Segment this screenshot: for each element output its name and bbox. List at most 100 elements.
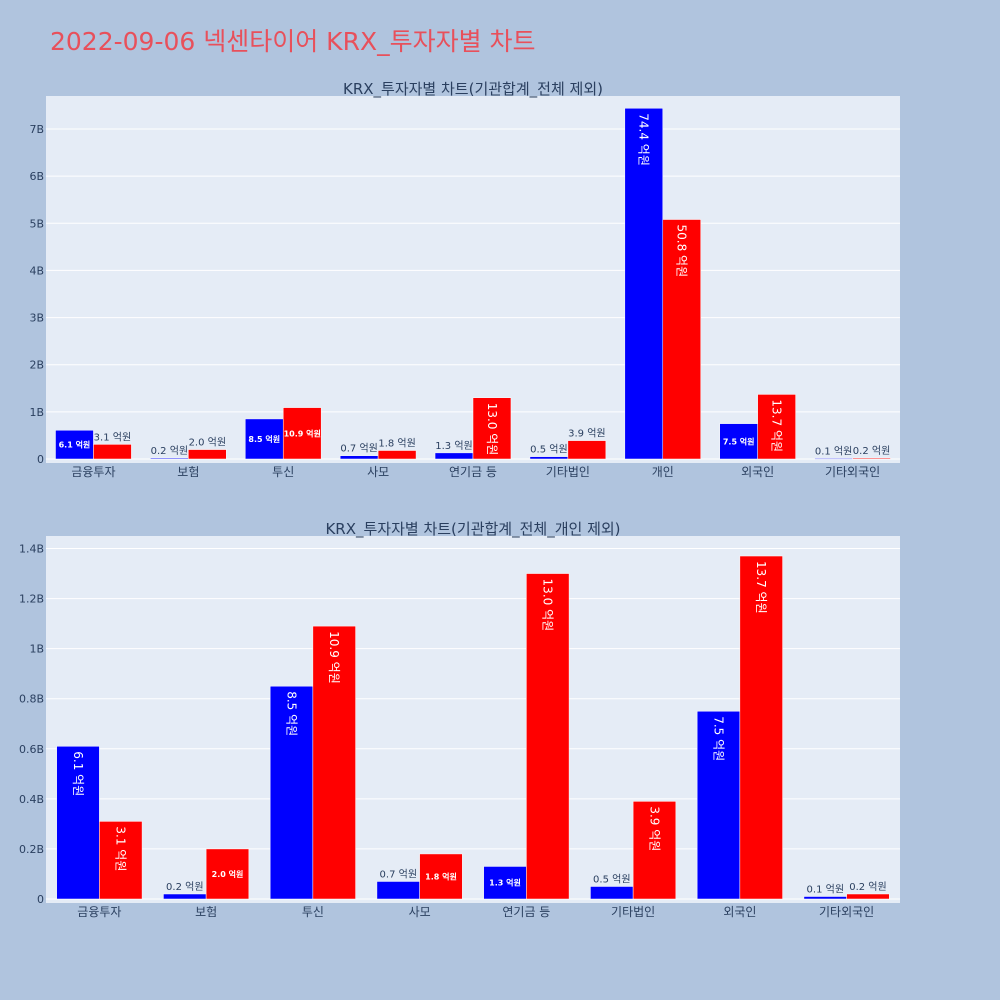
y-tick-label: 0.4B [19,793,44,806]
bar [312,625,356,900]
bar [188,449,227,460]
bar [814,458,853,460]
data-label: 0.7 억원 [340,443,377,455]
data-label: 6.1 억원 [71,751,85,796]
x-tick-label: 사모 [367,465,389,479]
data-label: 0.2 억원 [853,445,890,457]
x-tick-label: 개인 [652,465,674,479]
y-tick-label: 2B [29,359,44,372]
data-label: 2.0 억원 [212,869,244,879]
bar [662,219,701,460]
y-tick-label: 0 [37,453,44,466]
data-label: 0.7 억원 [380,868,417,880]
data-label: 13.0 억원 [541,579,555,632]
y-tick-label: 1.4B [19,543,44,556]
x-tick-label: 기타외국인 [819,905,874,919]
bar [696,710,741,900]
y-tick-label: 0 [37,893,44,906]
data-label: 13.7 억원 [754,561,768,614]
bar [163,893,207,900]
y-tick-label: 1B [29,406,44,419]
bar [757,394,796,460]
data-label: 0.1 억원 [815,446,852,458]
y-tick-label: 6B [29,170,44,183]
data-label: 50.8 억원 [675,225,689,278]
data-label: 8.5 억원 [284,691,298,736]
bar [567,440,607,460]
data-label: 13.0 억원 [485,403,499,456]
bar [434,452,474,460]
data-label: 0.2 억원 [151,445,188,457]
bar [377,450,417,460]
data-label: 1.3 억원 [435,440,472,452]
bar [483,866,527,900]
data-label: 3.9 억원 [647,806,661,851]
bar [339,455,379,460]
bar [590,886,634,900]
bar [419,853,463,900]
data-label: 3.1 억원 [114,826,128,871]
data-label: 0.5 억원 [593,873,630,885]
bar [56,746,100,900]
data-label: 0.1 억원 [807,883,844,895]
bar [150,457,189,460]
y-tick-label: 0.6B [19,743,44,756]
bar [282,407,322,460]
x-tick-label: 금융투자 [71,465,115,479]
x-tick-label: 투신 [302,905,324,919]
data-label: 74.4 억원 [637,113,651,166]
x-tick-label: 연기금 등 [502,905,550,919]
y-tick-label: 1B [29,643,44,656]
data-label: 0.2 억원 [166,881,203,893]
data-label: 10.9 억원 [284,428,321,438]
x-tick-label: 보험 [177,465,199,479]
bar [526,573,570,900]
data-label: 7.5 억원 [723,436,755,446]
bar [803,896,847,900]
bar [93,444,132,460]
x-tick-label: 기타법인 [546,465,590,479]
bar [852,457,891,460]
bar [529,456,569,460]
bar [205,848,250,900]
y-tick-label: 4B [29,264,44,277]
x-tick-label: 금융투자 [77,905,121,919]
bar [846,893,890,900]
data-label: 0.2 억원 [849,881,886,893]
y-tick-label: 5B [29,217,44,230]
data-label: 1.8 억원 [425,871,457,881]
data-label: 3.9 억원 [568,428,605,440]
page-title: 2022-09-06 넥센타이어 KRX_투자자별 차트 [50,27,536,56]
chart-title: KRX_투자자별 차트(기관합계_전체_개인 제외) [325,520,620,539]
data-label: 0.5 억원 [530,444,567,456]
x-tick-label: 기타외국인 [825,465,880,479]
x-tick-label: 외국인 [741,465,774,479]
bar [99,821,143,900]
bar [472,397,512,460]
data-label: 3.1 억원 [94,431,131,443]
chart-1: 0 1B 2B 3B 4B 5B 6B 7B KRX_투자자별 차트(기관합계_전체 제외) 금융… [29,80,900,479]
bar [739,555,783,900]
data-label: 6.1 억원 [59,440,91,450]
y-tick-label: 0.8B [19,693,44,706]
bar [719,423,758,460]
bar [624,108,664,460]
y-tick-label: 0.2B [19,843,44,856]
bar [269,685,314,900]
y-tick-label: 7B [29,123,44,136]
data-label: 13.7 억원 [769,399,783,452]
x-tick-label: 외국인 [723,905,756,919]
chart-2: 0 0.2B 0.4B 0.6B 0.8B 1B 1.2B 1.4B KRX_투자자별 차트(기… [19,520,900,919]
x-tick-label: 연기금 등 [449,465,497,479]
bar [632,801,677,900]
data-label: 8.5 억원 [248,434,280,444]
data-label: 2.0 억원 [189,437,226,449]
x-tick-label: 기타법인 [611,905,655,919]
data-label: 7.5 억원 [711,716,725,761]
data-label: 1.8 억원 [378,438,415,450]
x-tick-label: 보험 [195,905,217,919]
chart-title: KRX_투자자별 차트(기관합계_전체 제외) [343,80,603,99]
x-tick-label: 사모 [409,905,431,919]
data-label: 1.3 억원 [489,878,521,888]
